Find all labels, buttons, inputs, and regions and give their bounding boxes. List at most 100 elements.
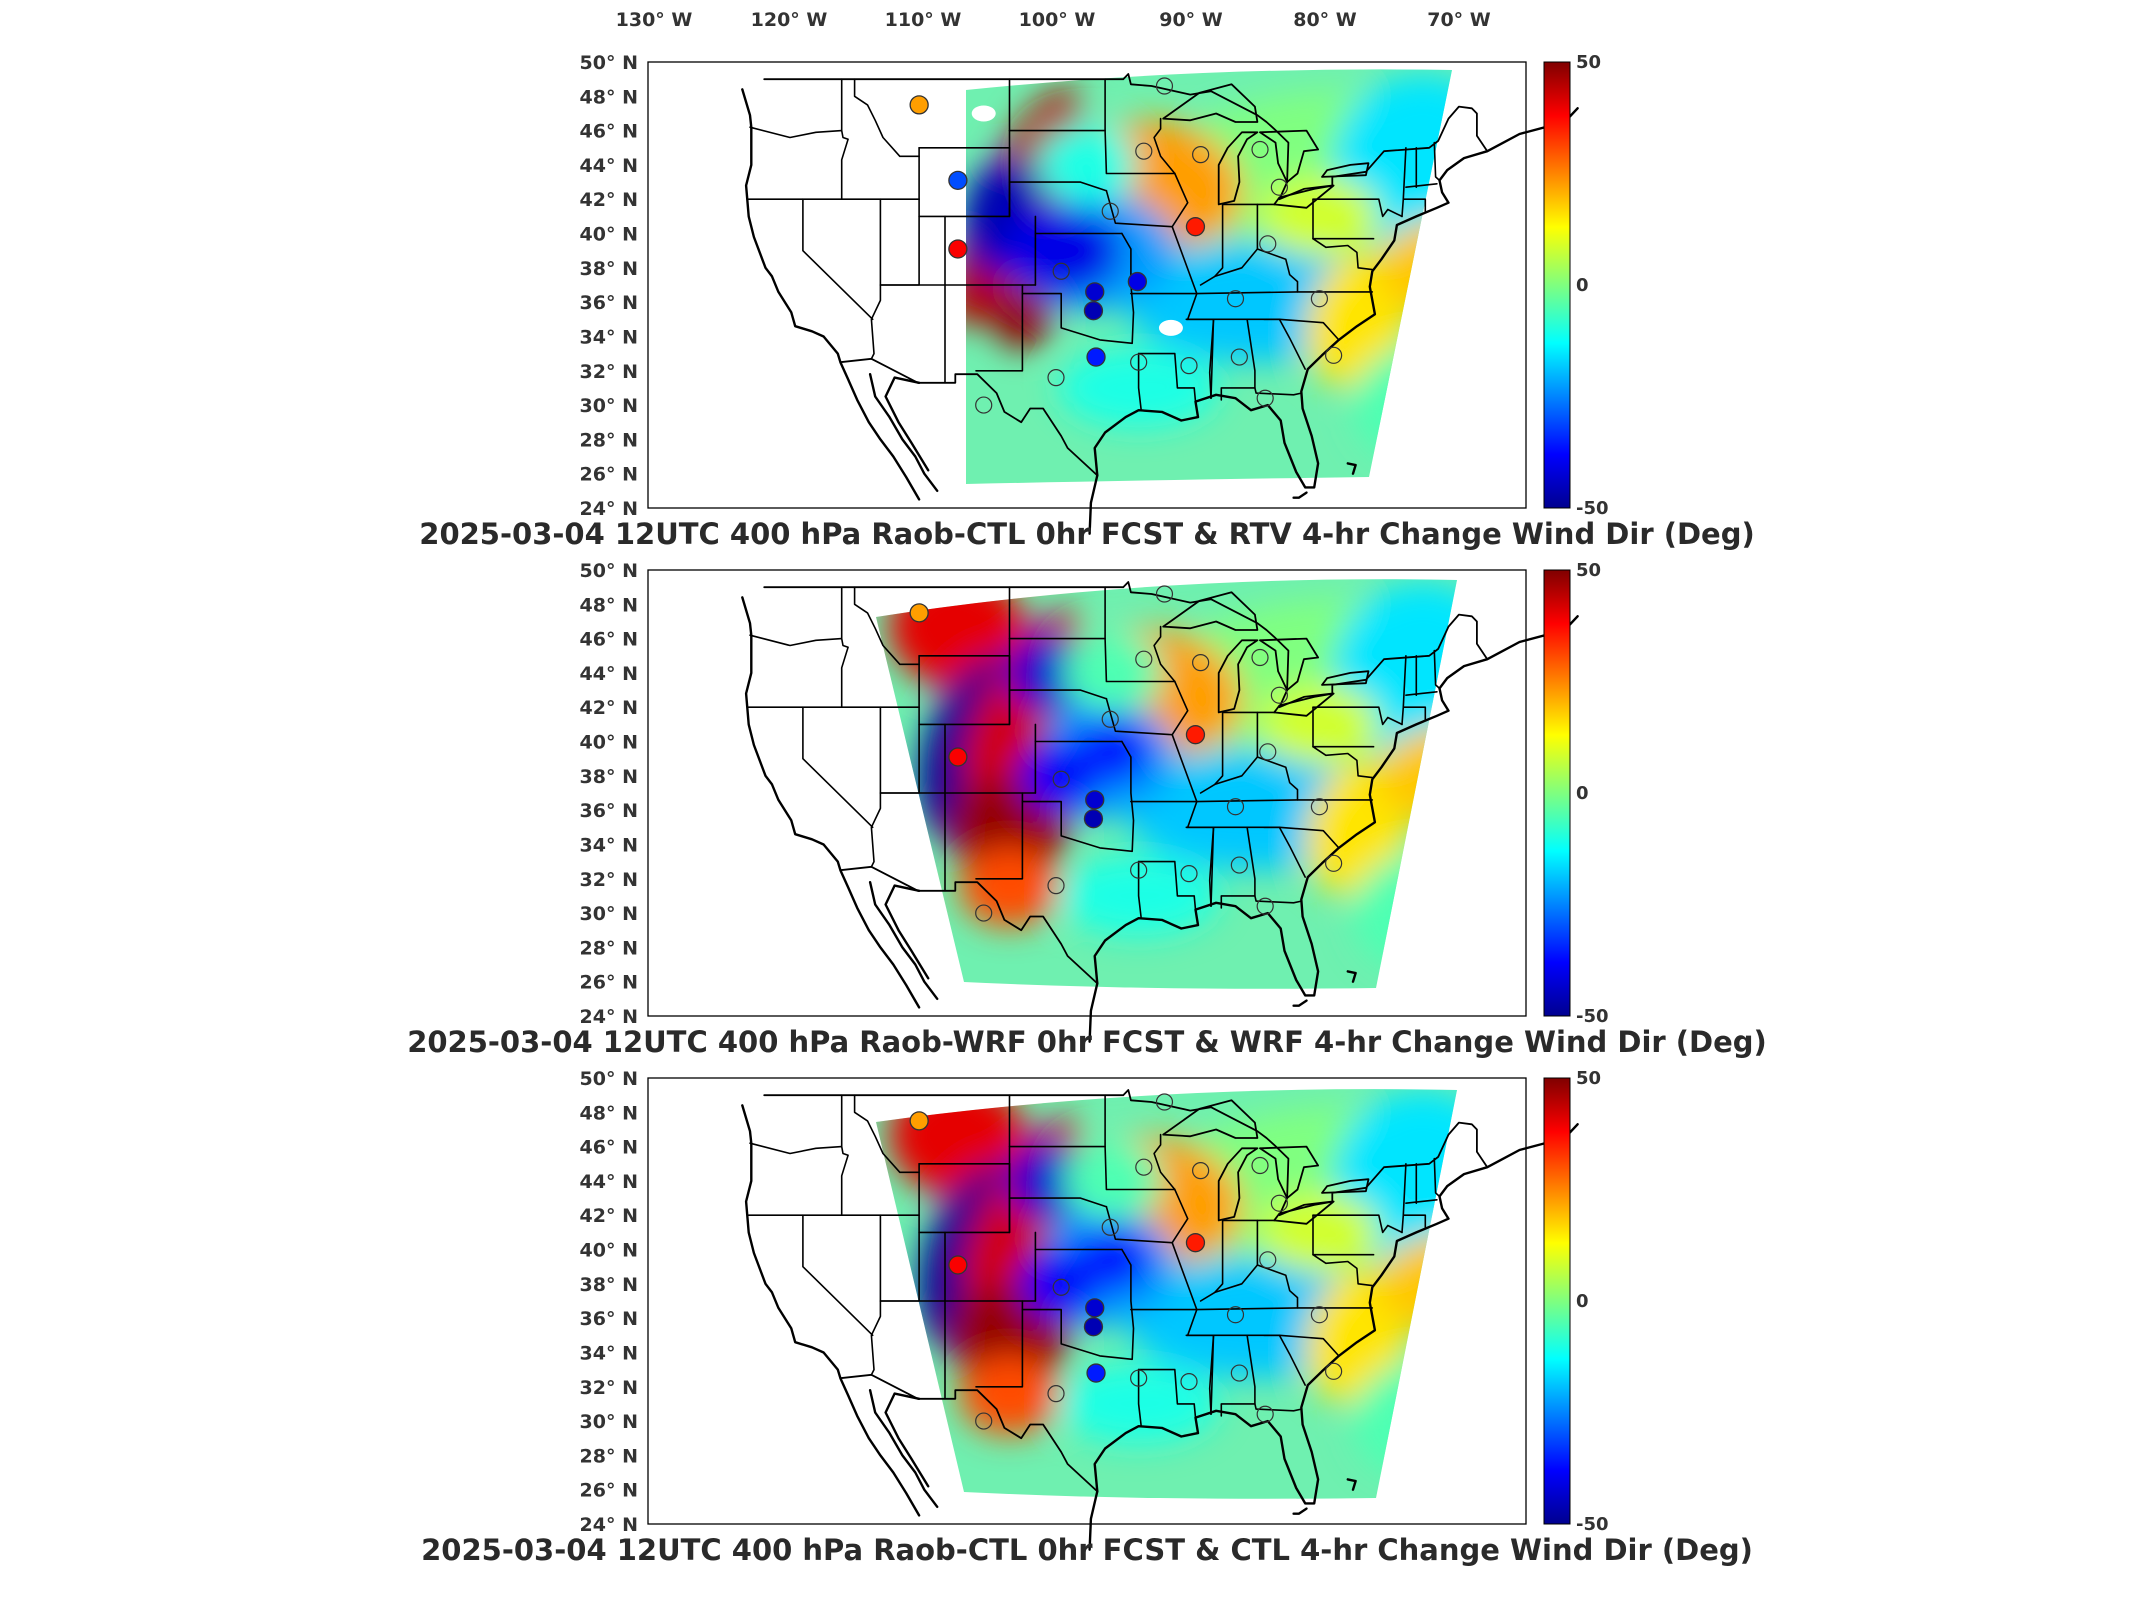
map-panel-3: 50° N 48° N 46° N 44° N 42° N 40° N 38° N 36° N… xyxy=(421,1068,1753,1567)
station-marker xyxy=(1047,369,1065,387)
station-marker xyxy=(1310,798,1329,816)
lat-label: 28° N xyxy=(580,937,638,959)
lon-label-90w: 90° W xyxy=(1159,9,1223,31)
lat-label: 28° N xyxy=(580,429,638,451)
station-marker xyxy=(1270,1194,1288,1212)
station-marker xyxy=(1101,710,1119,728)
lat-label: 26° N xyxy=(580,1480,638,1502)
map-outlines xyxy=(741,73,1579,535)
lat-label: 24° N xyxy=(580,498,638,520)
station-marker-filled xyxy=(1085,1298,1105,1318)
colorbar-label-mid: 0 xyxy=(1576,275,1589,296)
station-marker-filled xyxy=(909,95,929,115)
station-marker xyxy=(1230,1364,1248,1382)
station-marker xyxy=(1226,798,1245,816)
station-marker xyxy=(1226,290,1245,308)
station-marker-filled xyxy=(909,603,929,623)
station-marker-filled xyxy=(1185,725,1206,745)
lat-label: 30° N xyxy=(580,1411,638,1433)
station-marker-filled xyxy=(948,170,968,191)
station-marker-filled xyxy=(1086,347,1106,367)
station-marker xyxy=(1259,235,1277,253)
lat-label: 40° N xyxy=(580,732,638,754)
station-marker xyxy=(1325,1362,1343,1380)
colorbar-label-min: -50 xyxy=(1576,1006,1609,1027)
station-marker xyxy=(1052,770,1070,788)
map-outlines xyxy=(741,581,1579,1043)
station-marker xyxy=(1130,353,1148,371)
station-marker xyxy=(1101,1218,1119,1236)
station-marker-filled xyxy=(1083,809,1104,829)
lon-label-70w: 70° W xyxy=(1427,9,1491,31)
station-marker-filled xyxy=(1185,1233,1206,1253)
colorbar-label-min: -50 xyxy=(1576,498,1609,519)
panel-title: 2025-03-04 12UTC 400 hPa Raob-CTL 0hr FC… xyxy=(421,1533,1753,1567)
station-marker xyxy=(1130,1369,1148,1387)
station-marker-filled xyxy=(948,747,968,767)
station-marker xyxy=(975,396,993,414)
colorbar-label-mid: 0 xyxy=(1576,783,1589,804)
station-marker-filled xyxy=(1083,1317,1104,1337)
longitude-axis-labels: 130° W 120° W 110° W 100° W 90° W 80° W … xyxy=(616,9,1491,31)
map-outlines xyxy=(741,1089,1579,1551)
lat-label: 46° N xyxy=(580,1137,638,1159)
lat-label: 38° N xyxy=(580,258,638,280)
lat-label: 26° N xyxy=(580,464,638,486)
latitude-axis-labels: 50° N 48° N 46° N 44° N 42° N 40° N 38° N 36° N… xyxy=(580,1068,638,1536)
station-marker xyxy=(1230,856,1248,874)
station-marker xyxy=(1135,650,1153,668)
colorbar-label-max: 50 xyxy=(1576,560,1601,581)
station-marker-filled xyxy=(1085,282,1105,302)
colorbar-label-min: -50 xyxy=(1576,1514,1609,1535)
map-frame xyxy=(647,61,1527,509)
lat-label: 46° N xyxy=(580,121,638,143)
lat-label: 48° N xyxy=(580,1102,638,1124)
station-marker xyxy=(1325,854,1343,872)
map-frame xyxy=(647,569,1527,1017)
lat-label: 50° N xyxy=(580,1068,638,1090)
station-marker-filled xyxy=(1185,217,1206,237)
station-marker-filled xyxy=(948,1255,968,1275)
latitude-axis-labels: 50° N 48° N 46° N 44° N 42° N 40° N 38° N 36° N… xyxy=(580,52,638,520)
station-marker xyxy=(1251,140,1269,159)
station-marker xyxy=(1256,389,1274,407)
station-marker xyxy=(1325,346,1343,364)
lat-label: 30° N xyxy=(580,903,638,925)
lat-label: 36° N xyxy=(580,800,638,822)
lat-label: 24° N xyxy=(580,1006,638,1028)
station-marker-filled xyxy=(1083,301,1104,321)
station-marker xyxy=(975,904,993,922)
colorbar-scale xyxy=(1543,569,1571,1017)
lat-label: 34° N xyxy=(580,835,638,857)
station-marker xyxy=(1192,654,1210,672)
station-marker xyxy=(1226,1306,1245,1324)
lat-label: 48° N xyxy=(580,86,638,108)
station-marker xyxy=(1251,1156,1269,1175)
station-marker xyxy=(1130,861,1148,879)
lat-label: 32° N xyxy=(580,361,638,383)
station-marker xyxy=(1192,1162,1210,1180)
lon-label-120w: 120° W xyxy=(751,9,828,31)
panel-title: 2025-03-04 12UTC 400 hPa Raob-CTL 0hr FC… xyxy=(419,517,1754,551)
panel-title: 2025-03-04 12UTC 400 hPa Raob-WRF 0hr FC… xyxy=(407,1025,1767,1059)
map-panel-2: 50° N 48° N 46° N 44° N 42° N 40° N 38° N 36° N… xyxy=(407,560,1767,1059)
raob-stations xyxy=(909,585,1343,922)
lat-label: 42° N xyxy=(580,189,638,211)
colorbar: 50 0 -50 xyxy=(1543,52,1609,519)
colorbar-scale xyxy=(1543,61,1571,509)
station-marker xyxy=(1256,897,1274,915)
lat-label: 50° N xyxy=(580,560,638,582)
station-marker-filled xyxy=(1085,790,1105,810)
map-frame xyxy=(647,1077,1527,1525)
station-marker xyxy=(1192,146,1210,164)
lat-label: 46° N xyxy=(580,629,638,651)
lat-label: 34° N xyxy=(580,1343,638,1365)
lat-label: 44° N xyxy=(580,1171,638,1193)
colorbar: 50 0 -50 xyxy=(1543,1068,1609,1535)
station-marker xyxy=(1180,1373,1198,1391)
lon-label-130w: 130° W xyxy=(616,9,693,31)
station-marker xyxy=(1259,743,1277,761)
station-marker-filled xyxy=(909,1111,929,1131)
lon-label-110w: 110° W xyxy=(885,9,962,31)
station-marker xyxy=(1135,1158,1153,1176)
